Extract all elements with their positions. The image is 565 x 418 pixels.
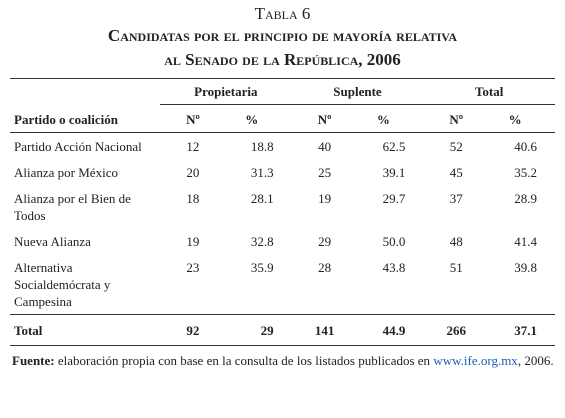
table-row: Alternativa Socialdemócrata y Campesina 2… [10, 254, 555, 315]
total-cell: 266 [423, 314, 490, 346]
number-cell: 62.5 [382, 139, 406, 154]
number-cell: 18 [186, 191, 200, 206]
total-cell: 37.1 [489, 314, 555, 346]
group-header: Total [423, 78, 555, 105]
number-cell: 40.6 [514, 139, 537, 154]
number-cell: 48 [449, 234, 463, 249]
number-cell: 45 [449, 165, 463, 180]
total-row: Total 92 29 141 44.9 266 37.1 [10, 314, 555, 346]
number-cell: 29.7 [382, 191, 406, 206]
number-cell: 32.8 [250, 234, 274, 249]
table-row: Alianza por el Bien de Todos 18 28.1 19 29.7… [10, 185, 555, 228]
footnote: Fuente: elaboración propia con base en l… [12, 352, 557, 369]
column-header: Nº [423, 104, 490, 133]
total-cell: 44.9 [357, 314, 424, 346]
column-header: Partido o coalición [10, 104, 160, 133]
number-cell: 29 [318, 234, 332, 249]
column-header: Nº [160, 104, 226, 133]
number-cell: 28.9 [514, 191, 537, 206]
number-cell: 18.8 [250, 139, 274, 154]
group-header-row: Propietaria Suplente Total [10, 78, 555, 105]
number-cell: 20 [186, 165, 200, 180]
number-cell: 41.4 [514, 234, 537, 249]
table-row: Nueva Alianza 19 32.8 29 50.0 48 41.4 [10, 228, 555, 254]
total-label: Total [10, 314, 160, 346]
group-header: Propietaria [160, 78, 292, 105]
number-cell: 43.8 [382, 260, 406, 275]
column-header: % [357, 104, 424, 133]
total-cell: 92 [160, 314, 226, 346]
party-cell: Partido Acción Nacional [14, 139, 142, 154]
number-cell: 23 [186, 260, 200, 275]
party-cell: Alianza por el Bien de Todos [14, 191, 131, 223]
number-cell: 39.1 [382, 165, 406, 180]
number-cell: 37 [449, 191, 463, 206]
number-cell: 39.8 [514, 260, 537, 275]
number-cell: 19 [318, 191, 332, 206]
number-cell: 19 [186, 234, 200, 249]
column-header: Nº [291, 104, 358, 133]
number-cell: 52 [449, 139, 463, 154]
number-cell: 31.3 [250, 165, 274, 180]
table-title: al Senado de la República, 2006 [164, 50, 401, 69]
footnote-label: Fuente: [12, 353, 55, 368]
data-table: Propietaria Suplente Total Partido o coalic… [10, 78, 555, 346]
column-header: % [225, 104, 292, 133]
number-cell: 50.0 [382, 234, 406, 249]
party-cell: Alternativa Socialdemócrata y Campesina [14, 260, 111, 309]
column-header-row: Partido o coalición Nº% Nº% Nº% [10, 104, 555, 133]
number-cell: 12 [186, 139, 200, 154]
party-cell: Alianza por México [14, 165, 118, 180]
header-cell [10, 78, 160, 105]
number-cell: 35.9 [250, 260, 274, 275]
table-title: Candidatas por el principio de mayoría r… [107, 26, 458, 45]
footnote-link[interactable]: www.ife.org.mx [433, 353, 518, 368]
number-cell: 51 [449, 260, 463, 275]
group-header: Suplente [291, 78, 424, 105]
table-row: Alianza por México 20 31.3 25 39.1 45 35.2 [10, 159, 555, 185]
table-row: Partido Acción Nacional 12 18.8 40 62.5 52 40.… [10, 133, 555, 160]
number-cell: 28 [318, 260, 332, 275]
table-label: Tabla 6 [254, 4, 311, 23]
number-cell: 25 [318, 165, 332, 180]
number-cell: 35.2 [514, 165, 537, 180]
party-cell: Nueva Alianza [14, 234, 91, 249]
total-cell: 141 [291, 314, 358, 346]
footnote-text: , 2006. [517, 353, 554, 368]
number-cell: 28.1 [250, 191, 274, 206]
number-cell: 40 [318, 139, 332, 154]
total-cell: 29 [225, 314, 292, 346]
footnote-text: elaboración propia con base en la consul… [57, 353, 434, 368]
column-header: % [489, 104, 555, 133]
